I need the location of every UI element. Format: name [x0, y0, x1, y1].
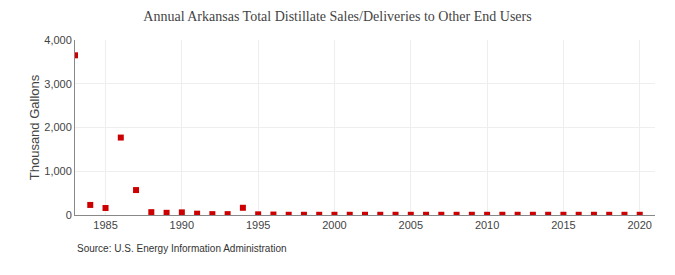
svg-text:2010: 2010 [475, 219, 499, 231]
svg-text:1,000: 1,000 [44, 165, 72, 177]
svg-text:Thousand Gallons: Thousand Gallons [27, 74, 42, 180]
svg-text:2015: 2015 [551, 219, 575, 231]
svg-text:Annual Arkansas Total Distilla: Annual Arkansas Total Distillate Sales/D… [143, 9, 531, 24]
svg-text:2,000: 2,000 [44, 121, 72, 133]
svg-text:2000: 2000 [322, 219, 346, 231]
svg-text:1995: 1995 [246, 219, 270, 231]
svg-text:Source: U.S. Energy Informatio: Source: U.S. Energy Information Administ… [77, 243, 287, 254]
svg-text:4,000: 4,000 [44, 34, 72, 46]
svg-text:1990: 1990 [170, 219, 194, 231]
svg-text:0: 0 [66, 209, 72, 221]
svg-text:2005: 2005 [399, 219, 423, 231]
svg-text:3,000: 3,000 [44, 78, 72, 90]
svg-text:2020: 2020 [627, 219, 651, 231]
svg-text:1985: 1985 [93, 219, 117, 231]
